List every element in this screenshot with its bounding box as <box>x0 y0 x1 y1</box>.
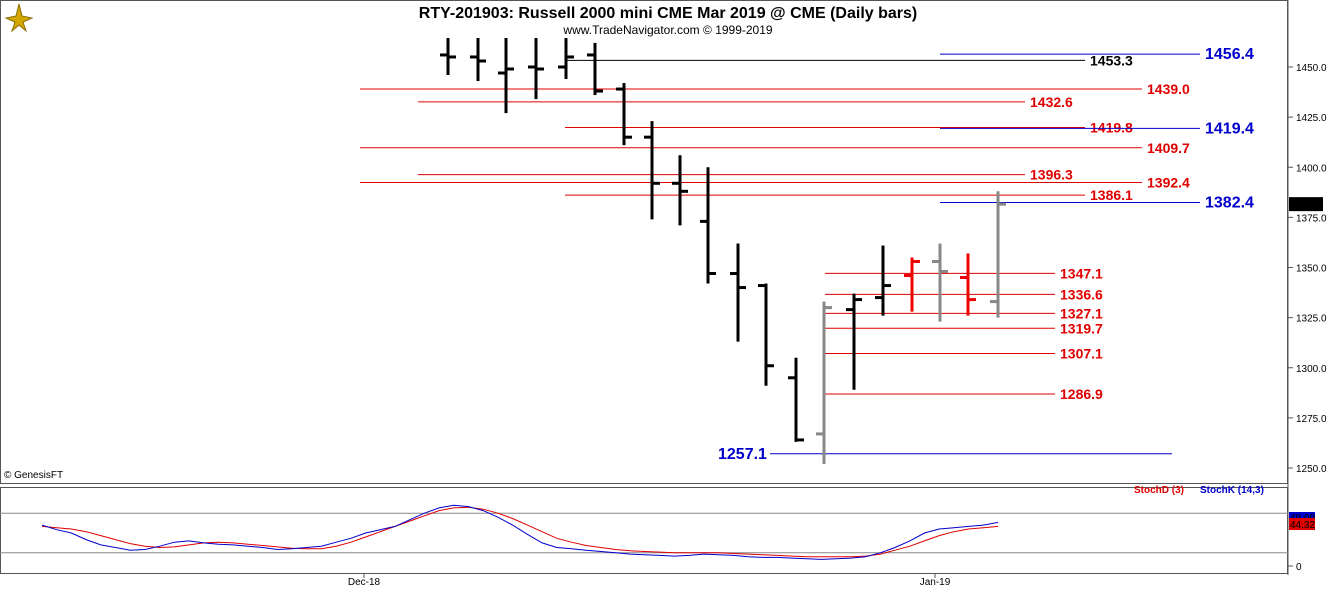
stoch-d-badge: 44.32 <box>1290 520 1315 531</box>
level-label: 1453.3 <box>1090 52 1133 68</box>
x-tick-label: Jan-19 <box>920 577 951 588</box>
stoch-layer: StochD (3) StochK (14,3) <box>0 485 1288 560</box>
stoch-pane-frame <box>0 487 1288 574</box>
trading-logo-icon <box>4 2 34 33</box>
y-tick-label: 1250.0 <box>1296 464 1327 475</box>
price-layer: 1456.4 1453.3 1439.0 1432.6 1419.8 1419.4 1409… <box>360 38 1254 464</box>
level-label: 1257.1 <box>718 446 767 463</box>
last-price-badge: 1381.6 <box>1291 200 1322 211</box>
level-label: 1392.4 <box>1147 174 1190 190</box>
y-tick-label: 1425.0 <box>1296 113 1327 124</box>
axis-layer: 1250.0 1275.0 1300.0 1325.0 1350.0 1375.0 1400… <box>348 63 1327 588</box>
level-label: 1419.4 <box>1205 120 1254 137</box>
y-tick-label: 1275.0 <box>1296 414 1327 425</box>
level-label: 1286.9 <box>1060 386 1103 402</box>
stoch-k-legend: StochK (14,3) <box>1200 485 1264 496</box>
stoch-y-tick-label: 0 <box>1296 562 1302 573</box>
y-tick-label: 1300.0 <box>1296 364 1327 375</box>
level-label: 1456.4 <box>1205 46 1254 63</box>
level-label: 1396.3 <box>1030 167 1073 183</box>
stoch-k-line <box>41 504 999 560</box>
x-tick-label: Dec-18 <box>348 577 381 588</box>
last-price-badge-bg <box>1289 197 1323 212</box>
y-tick-label: 1450.0 <box>1296 63 1327 74</box>
y-tick-label: 1325.0 <box>1296 314 1327 325</box>
level-label: 1432.6 <box>1030 94 1073 110</box>
stoch-d-legend: StochD (3) <box>1134 485 1184 496</box>
level-label: 1307.1 <box>1060 346 1103 362</box>
level-label: 1419.8 <box>1090 120 1133 136</box>
level-label: 1382.4 <box>1205 195 1254 212</box>
chart-title: RTY-201903: Russell 2000 mini CME Mar 20… <box>419 5 917 22</box>
level-label: 1347.1 <box>1060 265 1103 281</box>
y-tick-label: 1400.0 <box>1296 163 1327 174</box>
y-tick-label: 1350.0 <box>1296 264 1327 275</box>
level-label: 1336.6 <box>1060 286 1103 302</box>
chart-subtitle: www.TradeNavigator.com © 1999-2019 <box>562 23 772 37</box>
y-tick-label: 1375.0 <box>1296 213 1327 224</box>
right-axis-bg <box>1288 0 1336 591</box>
level-label: 1327.1 <box>1060 305 1103 321</box>
level-label: 1409.7 <box>1147 140 1190 156</box>
level-label: 1439.0 <box>1147 81 1190 97</box>
stoch-d-line <box>41 506 999 558</box>
level-label: 1386.1 <box>1090 187 1133 203</box>
stoch-d-badge-bg <box>1289 518 1315 530</box>
level-label: 1319.7 <box>1060 320 1103 336</box>
credit-text: © GenesisFT <box>4 470 63 481</box>
price-pane-frame <box>0 0 1288 484</box>
